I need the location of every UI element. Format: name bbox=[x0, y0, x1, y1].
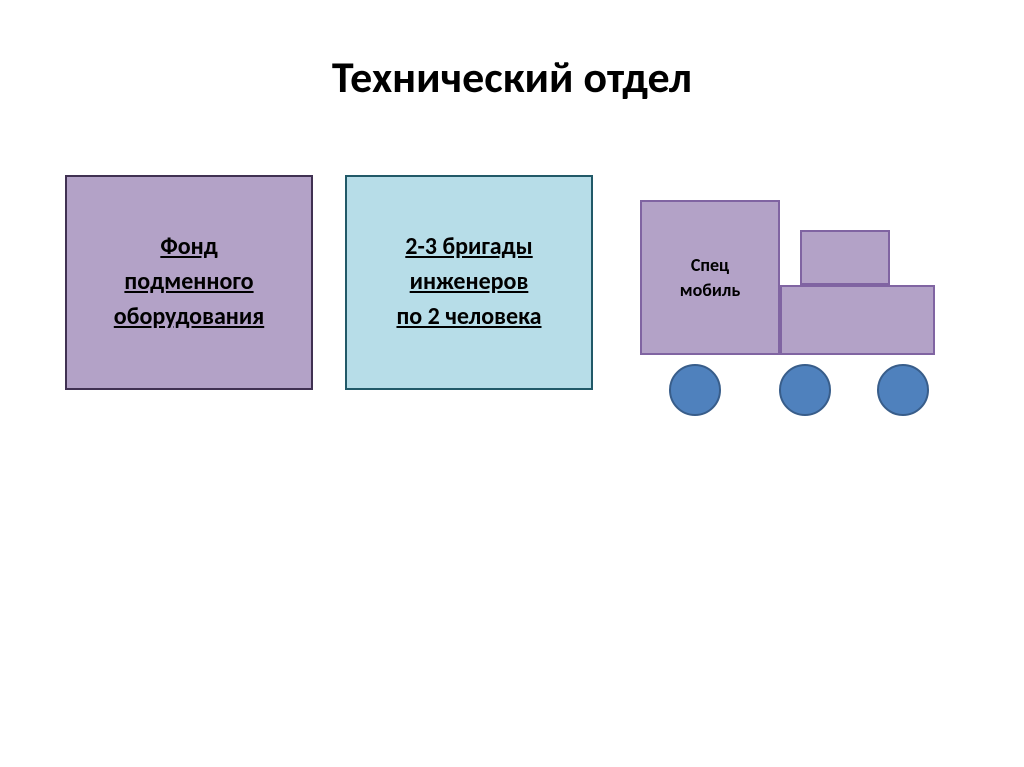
train-wheel-3 bbox=[877, 364, 929, 416]
train-cab: Спец мобиль bbox=[640, 200, 780, 355]
box-fond-line1: Фонд bbox=[160, 230, 217, 265]
slide-title: Технический отдел bbox=[0, 50, 1024, 104]
train-wheel-1 bbox=[669, 364, 721, 416]
box-brigades: 2-3 бригады инженеров по 2 человека bbox=[345, 175, 593, 390]
box-fond-line2: подменного bbox=[124, 265, 253, 300]
train-cab-line1: Спец bbox=[680, 253, 741, 277]
box-brigades-line1: 2-3 бригады bbox=[405, 230, 532, 265]
box-fond: Фонд подменного оборудования bbox=[65, 175, 313, 390]
train-body-box bbox=[780, 285, 935, 355]
train-top-box bbox=[800, 230, 890, 285]
train-wheel-2 bbox=[779, 364, 831, 416]
box-brigades-line3: по 2 человека bbox=[396, 300, 541, 335]
train-cab-line2: мобиль bbox=[680, 278, 741, 302]
box-brigades-line2: инженеров bbox=[410, 265, 529, 300]
box-fond-line3: оборудования bbox=[114, 300, 264, 335]
